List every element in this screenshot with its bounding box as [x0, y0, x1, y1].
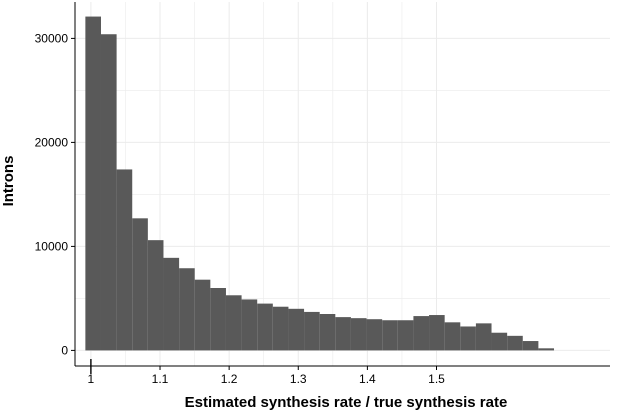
histogram-bar [288, 308, 305, 351]
histogram-bar [366, 319, 383, 351]
y-axis-ticks: 0 10000 20000 30000 [35, 31, 75, 357]
histogram-bar [522, 341, 539, 351]
histogram-bar [413, 316, 430, 351]
histogram-bars [85, 16, 555, 351]
y-tick-label: 30000 [35, 31, 69, 45]
histogram-bar [335, 317, 351, 351]
histogram-bar [350, 318, 367, 351]
x-tick-label: 1.4 [359, 372, 376, 386]
x-tick-label: 1.2 [221, 372, 238, 386]
histogram-bar [132, 218, 148, 351]
histogram-bar [397, 320, 414, 351]
x-axis-ticks: 1 1.1 1.2 1.3 1.4 1.5 [88, 359, 445, 386]
histogram-bar [429, 315, 445, 351]
x-tick-label: 1.1 [152, 372, 169, 386]
histogram-bar [538, 348, 555, 351]
histogram-bar [304, 311, 320, 351]
histogram-bar [319, 314, 336, 351]
histogram-bar [382, 320, 398, 351]
histogram-bar [147, 240, 164, 351]
x-axis-title: Estimated synthesis rate / true synthesi… [185, 394, 508, 411]
y-tick-label: 10000 [35, 239, 69, 253]
histogram-bar [507, 335, 523, 351]
histogram-bar [475, 323, 492, 351]
y-axis-title: Introns [0, 156, 17, 207]
histogram-bar [491, 332, 508, 351]
histogram-bar [179, 268, 195, 351]
histogram-bar [100, 34, 117, 351]
histogram-bar [225, 295, 242, 351]
histogram-bar [163, 257, 180, 351]
x-tick-label: 1.5 [428, 372, 445, 386]
x-tick-label: 1 [88, 372, 95, 386]
histogram-bar [194, 279, 211, 351]
histogram-bar [444, 322, 461, 351]
histogram-bar [85, 16, 101, 351]
y-tick-label: 0 [61, 343, 68, 357]
histogram-bar [460, 326, 476, 351]
axes [74, 2, 610, 367]
y-tick-label: 20000 [35, 135, 69, 149]
histogram-bar [210, 288, 226, 351]
histogram-bar [272, 306, 289, 351]
histogram-bar [257, 303, 273, 351]
histogram-bar [241, 299, 258, 351]
histogram-bar [116, 169, 133, 351]
x-tick-label: 1.3 [290, 372, 307, 386]
